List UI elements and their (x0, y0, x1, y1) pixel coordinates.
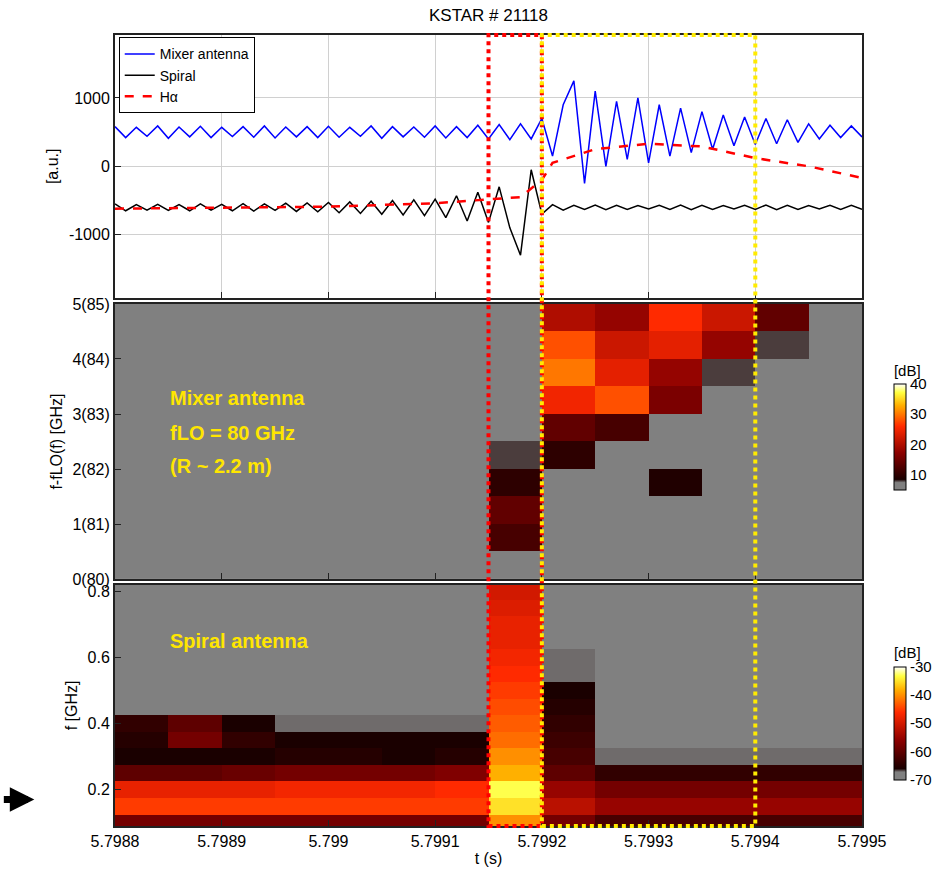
svg-text:Spiral antenna: Spiral antenna (170, 630, 309, 652)
svg-text:5.7989: 5.7989 (197, 833, 246, 850)
svg-text:2(82): 2(82) (72, 461, 109, 478)
svg-text:-60: -60 (910, 743, 932, 760)
svg-text:5.7995: 5.7995 (838, 833, 887, 850)
svg-text:0.8: 0.8 (88, 583, 110, 600)
svg-text:5.7994: 5.7994 (731, 833, 780, 850)
svg-text:Mixer antenna: Mixer antenna (170, 387, 305, 409)
svg-text:-30: -30 (910, 658, 932, 675)
svg-text:KSTAR # 21118: KSTAR # 21118 (429, 6, 548, 25)
svg-text:5(85): 5(85) (72, 296, 109, 313)
svg-text:0.4: 0.4 (88, 715, 110, 732)
svg-text:4(84): 4(84) (72, 351, 109, 368)
svg-text:3(83): 3(83) (72, 406, 109, 423)
svg-text:30: 30 (910, 405, 927, 422)
svg-text:5.7992: 5.7992 (517, 833, 566, 850)
svg-text:f [GHz]: f [GHz] (63, 680, 80, 730)
svg-text:Spiral: Spiral (160, 68, 196, 84)
svg-text:(R ~ 2.2 m): (R ~ 2.2 m) (170, 455, 272, 477)
svg-text:[dB]: [dB] (894, 362, 921, 379)
svg-text:-1000: -1000 (69, 226, 110, 243)
svg-text:5.799: 5.799 (308, 833, 348, 850)
svg-text:Mixer antenna: Mixer antenna (160, 46, 249, 62)
svg-text:1000: 1000 (74, 90, 110, 107)
svg-text:5.7991: 5.7991 (411, 833, 460, 850)
svg-text:0.2: 0.2 (88, 781, 110, 798)
svg-text:fLO = 80 GHz: fLO = 80 GHz (170, 422, 295, 444)
svg-text:0: 0 (101, 158, 110, 175)
svg-text:20: 20 (910, 436, 927, 453)
svg-text:-50: -50 (910, 714, 932, 731)
svg-text:0.6: 0.6 (88, 649, 110, 666)
svg-text:[a.u.]: [a.u.] (44, 149, 61, 185)
svg-text:10: 10 (910, 466, 927, 483)
svg-text:-70: -70 (910, 771, 932, 788)
svg-text:1(81): 1(81) (72, 516, 109, 533)
svg-text:40: 40 (910, 375, 927, 392)
svg-text:5.7993: 5.7993 (624, 833, 673, 850)
svg-text:[dB]: [dB] (894, 644, 921, 661)
svg-text:0(80): 0(80) (72, 571, 109, 588)
svg-text:-40: -40 (910, 686, 932, 703)
svg-text:5.7988: 5.7988 (91, 833, 140, 850)
svg-text:t (s): t (s) (475, 850, 503, 867)
svg-text:f-fLO(f) [GHz]: f-fLO(f) [GHz] (48, 394, 65, 490)
svg-text:Hα: Hα (160, 89, 178, 105)
